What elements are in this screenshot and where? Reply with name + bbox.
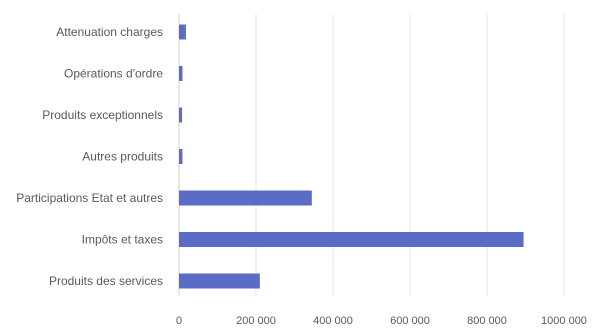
x-tick-label: 400 000 (313, 315, 353, 327)
category-label: Attenuation charges (56, 25, 163, 39)
category-label: Produits exceptionnels (42, 108, 163, 122)
bar (179, 273, 260, 289)
x-tick-label: 0 (176, 315, 182, 327)
x-tick-labels: 0 200 000 400 000 600 000 800 000 1000 000 (176, 315, 587, 327)
bar (179, 24, 186, 40)
grid-lines (178, 14, 565, 296)
bar (179, 149, 183, 164)
bar (179, 190, 312, 206)
bar (179, 107, 183, 123)
bars (179, 24, 524, 289)
category-label: Opérations d'ordre (64, 67, 163, 81)
bar (179, 232, 524, 247)
bar (179, 66, 183, 81)
x-tick-label: 200 000 (236, 315, 276, 327)
category-label: Impôts et taxes (82, 233, 163, 247)
x-tick-label: 1000 000 (541, 315, 587, 327)
category-label: Produits des services (49, 274, 163, 288)
x-tick-label: 800 000 (467, 315, 507, 327)
category-labels: Attenuation charges Opérations d'ordre Pro… (16, 25, 163, 288)
category-label: Participations Etat et autres (16, 191, 163, 205)
category-label: Autres produits (82, 150, 163, 164)
x-tick-label: 600 000 (390, 315, 430, 327)
